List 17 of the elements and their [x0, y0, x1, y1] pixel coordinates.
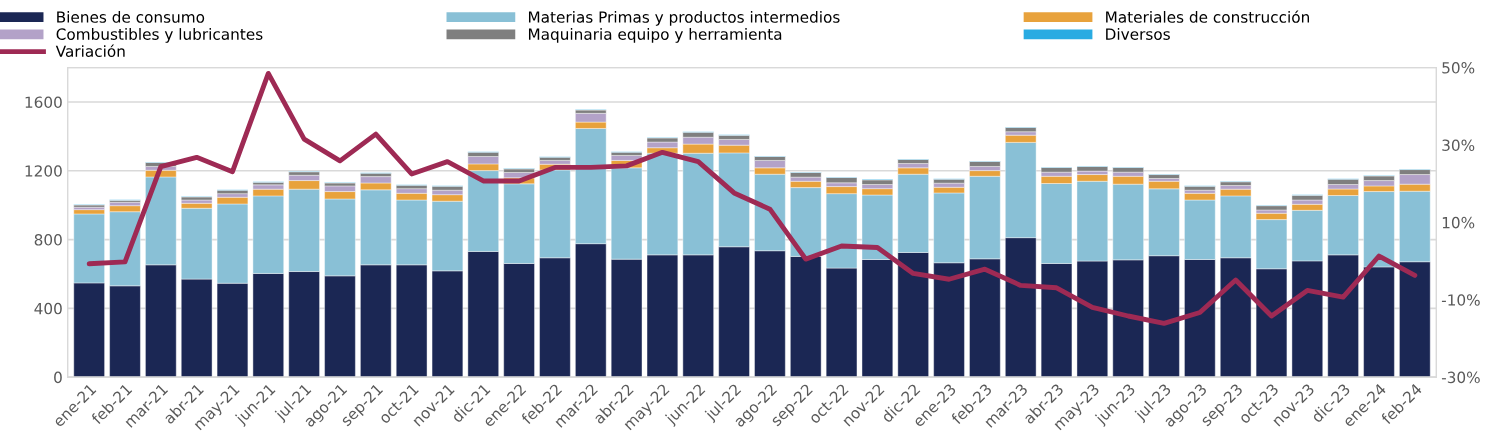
y-tick-label: 1200 [25, 165, 62, 177]
y2-tick-label: -30% [1441, 371, 1480, 384]
legend-label: Materiales de construcción [1106, 10, 1309, 23]
y-tick-label: 0 [54, 371, 62, 384]
y-tick-label: 400 [34, 302, 62, 315]
legend-label: Combustibles y lubricantes [56, 28, 263, 43]
y2-tick-label: 30% [1442, 139, 1475, 151]
legend-label: Maquinaria equipo y herramienta [528, 28, 782, 43]
legend-label: Diversos [1106, 28, 1170, 40]
y-tick-label: 1600 [25, 96, 62, 108]
y-tick-label: 800 [34, 234, 62, 246]
legend-label: Bienes de consumo [57, 11, 205, 23]
y2-tick-label: 10% [1442, 216, 1475, 229]
y2-tick-label: 50% [1442, 62, 1475, 74]
legend-label: Materias Primas y productos intermedios [528, 11, 840, 26]
y2-tick-label: -10% [1441, 294, 1480, 306]
legend-label: Variación [55, 44, 125, 57]
